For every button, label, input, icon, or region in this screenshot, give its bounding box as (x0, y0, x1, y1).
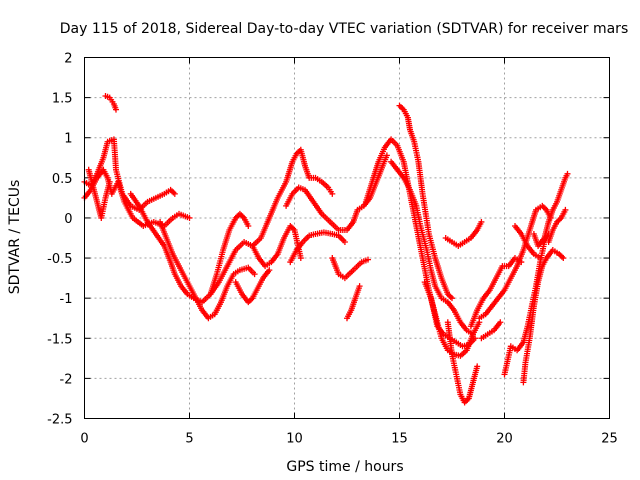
y-tick-label: 0 (64, 212, 72, 227)
series-track-x (512, 222, 544, 262)
data-point (383, 152, 390, 159)
series-track-v (478, 319, 504, 342)
y-tick-label: 1.5 (52, 92, 73, 107)
x-tick-label: 5 (185, 432, 193, 447)
data-point (266, 267, 273, 274)
y-axis-label: SDTVAR / TECUs (7, 180, 23, 295)
y-tick-label: -2 (60, 372, 73, 387)
data-point (106, 178, 113, 185)
axis-ticks (84, 57, 610, 419)
plot-frame (84, 57, 610, 419)
chart-title: Day 115 of 2018, Sidereal Day-to-day VTE… (60, 21, 628, 37)
y-tick-label: 2 (64, 52, 72, 67)
series-track-i (249, 146, 336, 250)
data-point (449, 295, 455, 302)
series-track-m (344, 283, 363, 322)
series-track-y (520, 247, 567, 386)
tick-labels: 0 5 10 15 20 25 2 1.5 1 0.5 0 -0.5 -1 -1.5 -2 -2.5 (47, 52, 618, 447)
data-point (365, 256, 371, 263)
x-axis-label: GPS time / hours (286, 459, 403, 475)
series-track-h (232, 267, 273, 306)
data-point (186, 214, 193, 221)
data-points (81, 93, 571, 406)
series-track-zz (545, 206, 569, 246)
data-point (113, 106, 119, 113)
series-track-c (85, 166, 113, 221)
series-track-g (207, 222, 304, 298)
y-tick-label: 0.5 (52, 172, 73, 187)
x-tick-label: 15 (391, 432, 408, 447)
y-tick-label: -1 (60, 292, 73, 307)
data-point (497, 319, 504, 326)
data-point (560, 255, 567, 262)
data-point (251, 271, 258, 278)
series-track-z (530, 170, 571, 250)
data-point (356, 283, 363, 290)
x-tick-label: 10 (286, 432, 303, 447)
series-track-f (157, 218, 258, 322)
y-tick-label: -1.5 (47, 332, 72, 347)
data-point (537, 255, 544, 262)
series-track-l (329, 255, 371, 282)
data-point (329, 190, 336, 197)
series-track-k (287, 229, 348, 266)
data-point (171, 190, 178, 197)
data-point (341, 239, 348, 246)
series-track-p (396, 102, 455, 302)
data-point (297, 255, 304, 262)
series-track-t (467, 255, 525, 330)
series-track-e (127, 190, 252, 306)
data-point (472, 335, 479, 342)
series-track-r (444, 319, 481, 406)
data-point (478, 218, 485, 225)
series-track-o (388, 158, 476, 338)
grid-lines (84, 57, 610, 419)
data-point (474, 363, 481, 370)
y-tick-label: 1 (64, 132, 72, 147)
y-tick-label: -0.5 (47, 252, 72, 267)
x-tick-label: 20 (496, 432, 513, 447)
x-tick-label: 0 (80, 432, 88, 447)
data-point (562, 206, 569, 213)
x-tick-label: 25 (601, 432, 618, 447)
series-track-d (102, 93, 119, 113)
series-track-s (442, 218, 485, 250)
data-point (245, 222, 252, 229)
series-track-u (476, 202, 554, 322)
data-point (470, 331, 476, 338)
y-tick-label: -2.5 (47, 413, 72, 428)
data-point (564, 170, 571, 177)
series-track-a (81, 136, 178, 213)
series-track-j (283, 152, 390, 233)
